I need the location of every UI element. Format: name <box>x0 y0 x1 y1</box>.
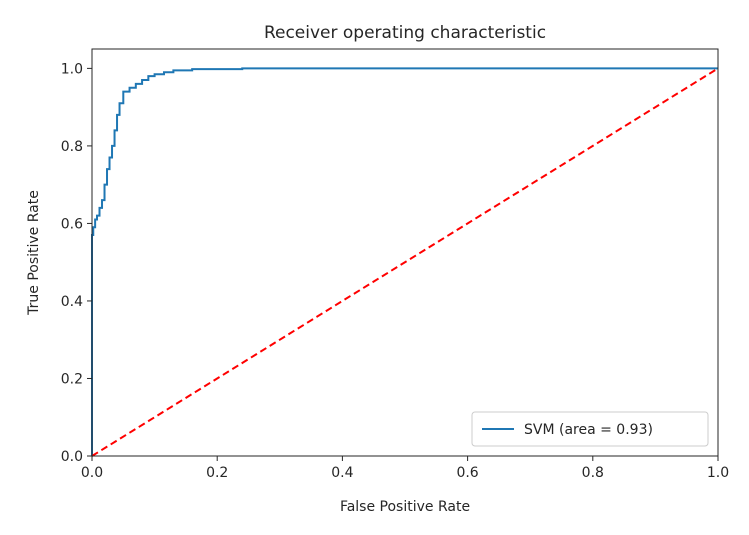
y-axis-ticks: 0.0 0.2 0.4 0.6 0.8 1.0 <box>61 61 92 465</box>
y-tick-label: 1.0 <box>61 61 83 77</box>
x-tick-label: 0.2 <box>206 465 228 481</box>
x-tick-label: 1.0 <box>707 465 729 481</box>
y-tick-label: 0.2 <box>61 371 83 387</box>
series-layer <box>91 67 719 457</box>
plot-frame <box>91 48 719 457</box>
diagonal-reference-line <box>91 67 719 457</box>
y-tick-label: 0.6 <box>61 216 83 232</box>
x-tick-label: 0.4 <box>331 465 353 481</box>
x-axis-ticks: 0.0 0.2 0.4 0.6 0.8 1.0 <box>81 456 729 481</box>
y-axis-label: True Positive Rate <box>26 190 42 316</box>
y-tick-label: 0.8 <box>61 139 83 155</box>
y-tick-label: 0.0 <box>61 449 83 465</box>
chart-title: Receiver operating characteristic <box>264 23 546 43</box>
x-axis-label: False Positive Rate <box>340 499 470 515</box>
legend-label-svm: SVM (area = 0.93) <box>524 422 653 438</box>
roc-curve-svm <box>91 67 718 456</box>
x-tick-label: 0.0 <box>81 465 103 481</box>
y-tick-label: 0.4 <box>61 294 83 310</box>
x-tick-label: 0.8 <box>582 465 604 481</box>
x-tick-label: 0.6 <box>456 465 478 481</box>
legend-box <box>471 411 709 447</box>
plot-area: 0.0 0.2 0.4 0.6 0.8 1.0 0.0 0.2 0.4 0.6 0.8 1.0 <box>61 48 729 481</box>
legend: SVM (area = 0.93) <box>471 411 709 447</box>
